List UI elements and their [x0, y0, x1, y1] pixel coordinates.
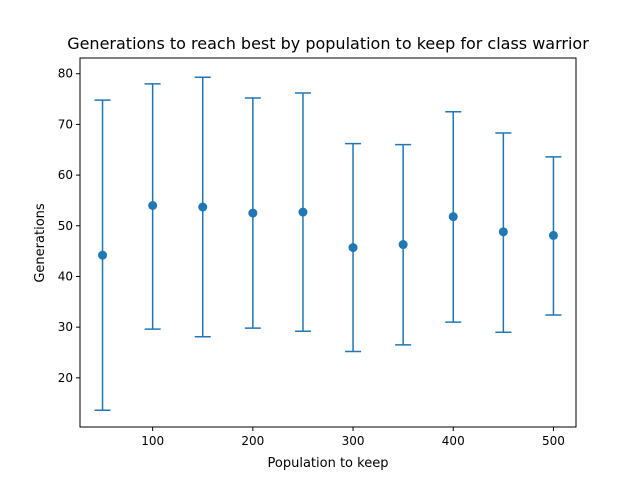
x-tick-label: 500: [542, 434, 565, 448]
data-point: [98, 250, 108, 260]
x-tick-label: 300: [342, 434, 365, 448]
x-tick-label: 200: [241, 434, 264, 448]
y-axis: 20 30 40 50 60 70 80: [58, 67, 80, 385]
x-axis-label: Population to keep: [268, 456, 389, 471]
y-tick-label: 80: [58, 67, 73, 81]
x-axis: 100 200 300 400 500: [141, 427, 565, 448]
x-tick-label: 400: [442, 434, 465, 448]
data-point: [198, 202, 208, 212]
y-tick-label: 60: [58, 168, 73, 182]
y-axis-label: Generations: [33, 203, 48, 283]
chart-title: Generations to reach best by population …: [67, 34, 589, 53]
x-tick-label: 100: [141, 434, 164, 448]
data-point: [248, 208, 258, 218]
data-point: [148, 200, 158, 210]
data-point: [298, 207, 308, 217]
y-tick-label: 40: [58, 269, 73, 283]
y-tick-label: 20: [58, 371, 73, 385]
y-tick-label: 70: [58, 117, 73, 131]
data-point: [398, 240, 408, 250]
data-point: [548, 230, 558, 240]
y-tick-label: 30: [58, 320, 73, 334]
plot-frame: [79, 57, 577, 428]
data-point: [448, 212, 458, 222]
data-point: [498, 227, 508, 237]
y-tick-label: 50: [58, 219, 73, 233]
data-point: [348, 243, 358, 253]
data-points: [98, 200, 558, 260]
